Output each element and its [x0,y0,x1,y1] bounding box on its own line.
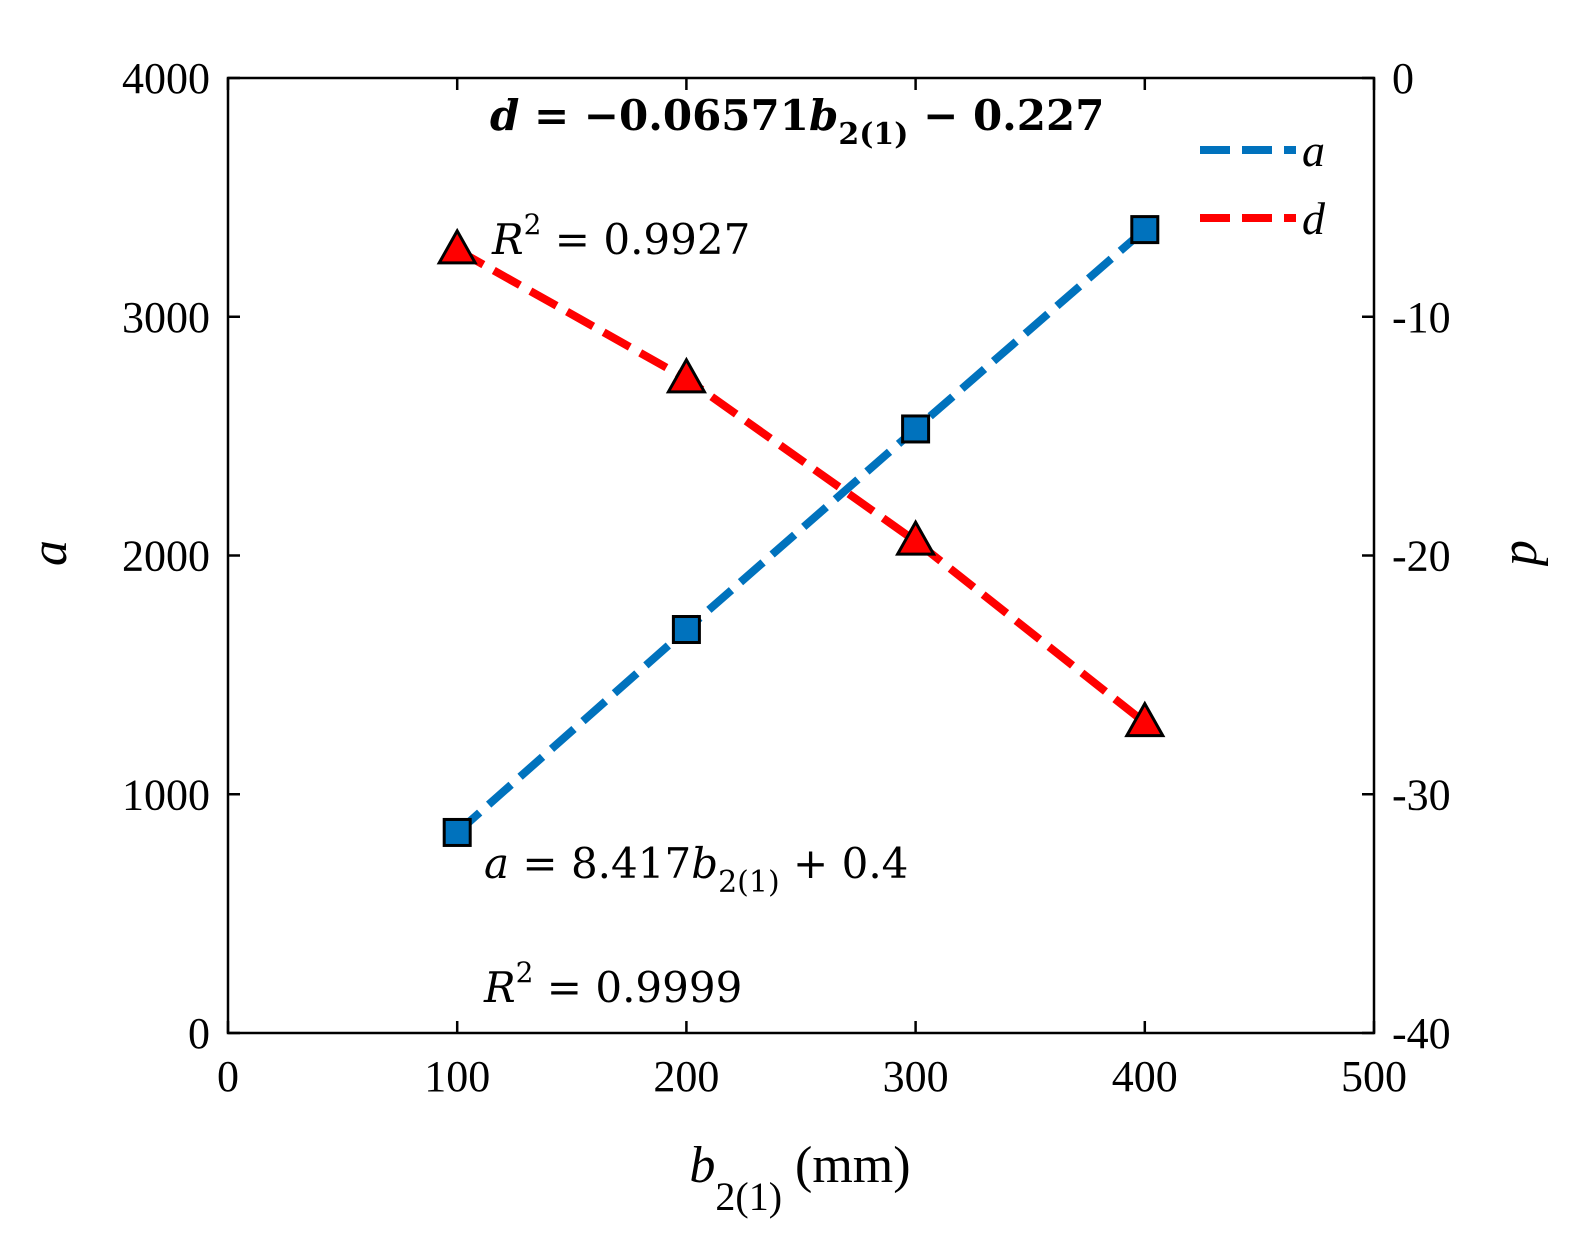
right-y-axis-title: d [1500,540,1557,567]
a-fit-var: b [691,839,718,888]
a-fit-r2: R2 = 0.9999 [483,956,742,1012]
right-y-tick-label: -10 [1392,293,1451,342]
left-y-tick-label: 1000 [122,770,210,819]
left-y-tick-label: 4000 [122,54,210,103]
d-fit-r2: R2 = 0.9927 [491,208,750,264]
d-fit-r2-label: R [491,215,524,264]
series-layer [454,226,1148,836]
d-fit-lhs: d [490,91,519,140]
right-y-tick-label: -30 [1392,770,1451,819]
marker-layer [436,215,1166,847]
a-fit-r2-exp: 2 [516,956,534,989]
d-fit-sub: 2(1) [838,117,908,152]
x-tick-label: 400 [1112,1052,1178,1101]
a-fit-lhs: a [484,839,509,888]
x-tick-label: 100 [424,1052,490,1101]
d-fit-equation: d = −0.06571b2(1) − 0.227 [490,91,1104,152]
x-axis-title: b2(1) (mm) [689,1137,910,1219]
d-fit-r2-value: 0.9927 [603,215,750,264]
left-y-tick-label: 0 [188,1009,210,1058]
data-point-a [1130,215,1160,245]
x-tick-label: 200 [653,1052,719,1101]
data-point-a [671,615,701,645]
data-point-d [665,356,707,394]
a-fit-const: 0.4 [842,839,909,888]
x-axis-ticks: 0 100 200 300 400 500 [217,78,1407,1101]
left-y-tick-label: 2000 [122,532,210,581]
data-point-a [442,817,472,847]
x-axis-title-unit: (mm) [782,1137,911,1194]
a-fit-sub: 2(1) [718,865,780,900]
x-axis-title-sub: 2(1) [715,1174,782,1219]
d-fit-var: b [809,91,838,140]
d-fit-r2-exp: 2 [524,208,542,241]
right-y-tick-label: -20 [1392,532,1451,581]
a-fit-r2-label: R [483,963,516,1012]
a-fit-r2-value: 0.9999 [595,963,742,1012]
x-tick-label: 0 [217,1052,239,1101]
left-y-axis-title: a [21,540,78,566]
d-fit-op-eq: = − [519,91,619,140]
right-y-axis-ticks: 0 -10 -20 -30 -40 [1362,54,1451,1058]
d-fit-r2-op: = [541,215,603,264]
a-fit-op-eq: = [509,839,571,888]
x-tick-label: 300 [883,1052,949,1101]
legend: a d [1200,125,1326,244]
right-y-tick-label: -40 [1392,1009,1451,1058]
a-fit-r2-op: = [533,963,595,1012]
a-fit-equation: a = 8.417b2(1) + 0.4 [484,839,908,900]
left-y-tick-label: 3000 [122,293,210,342]
d-fit-const: 0.227 [973,91,1105,140]
d-fit-coef: 0.06571 [619,91,809,140]
x-axis-title-main: b [689,1137,715,1194]
data-point-d [436,227,478,265]
legend-label-d: d [1302,193,1326,244]
a-fit-coef: 8.417 [571,839,691,888]
right-y-tick-label: 0 [1392,54,1414,103]
data-point-d [895,519,937,556]
d-fit-op-minus: − [909,91,973,140]
series-line-d [455,246,1148,726]
legend-label-a: a [1302,125,1325,176]
plot-area [226,76,1376,1035]
data-point-a [901,414,931,444]
data-point-d [1124,700,1166,738]
a-fit-op-plus: + [780,839,842,888]
x-tick-label: 500 [1341,1052,1407,1101]
left-y-axis-ticks: 0 1000 2000 3000 4000 [122,54,240,1058]
series-line-a [454,226,1148,836]
